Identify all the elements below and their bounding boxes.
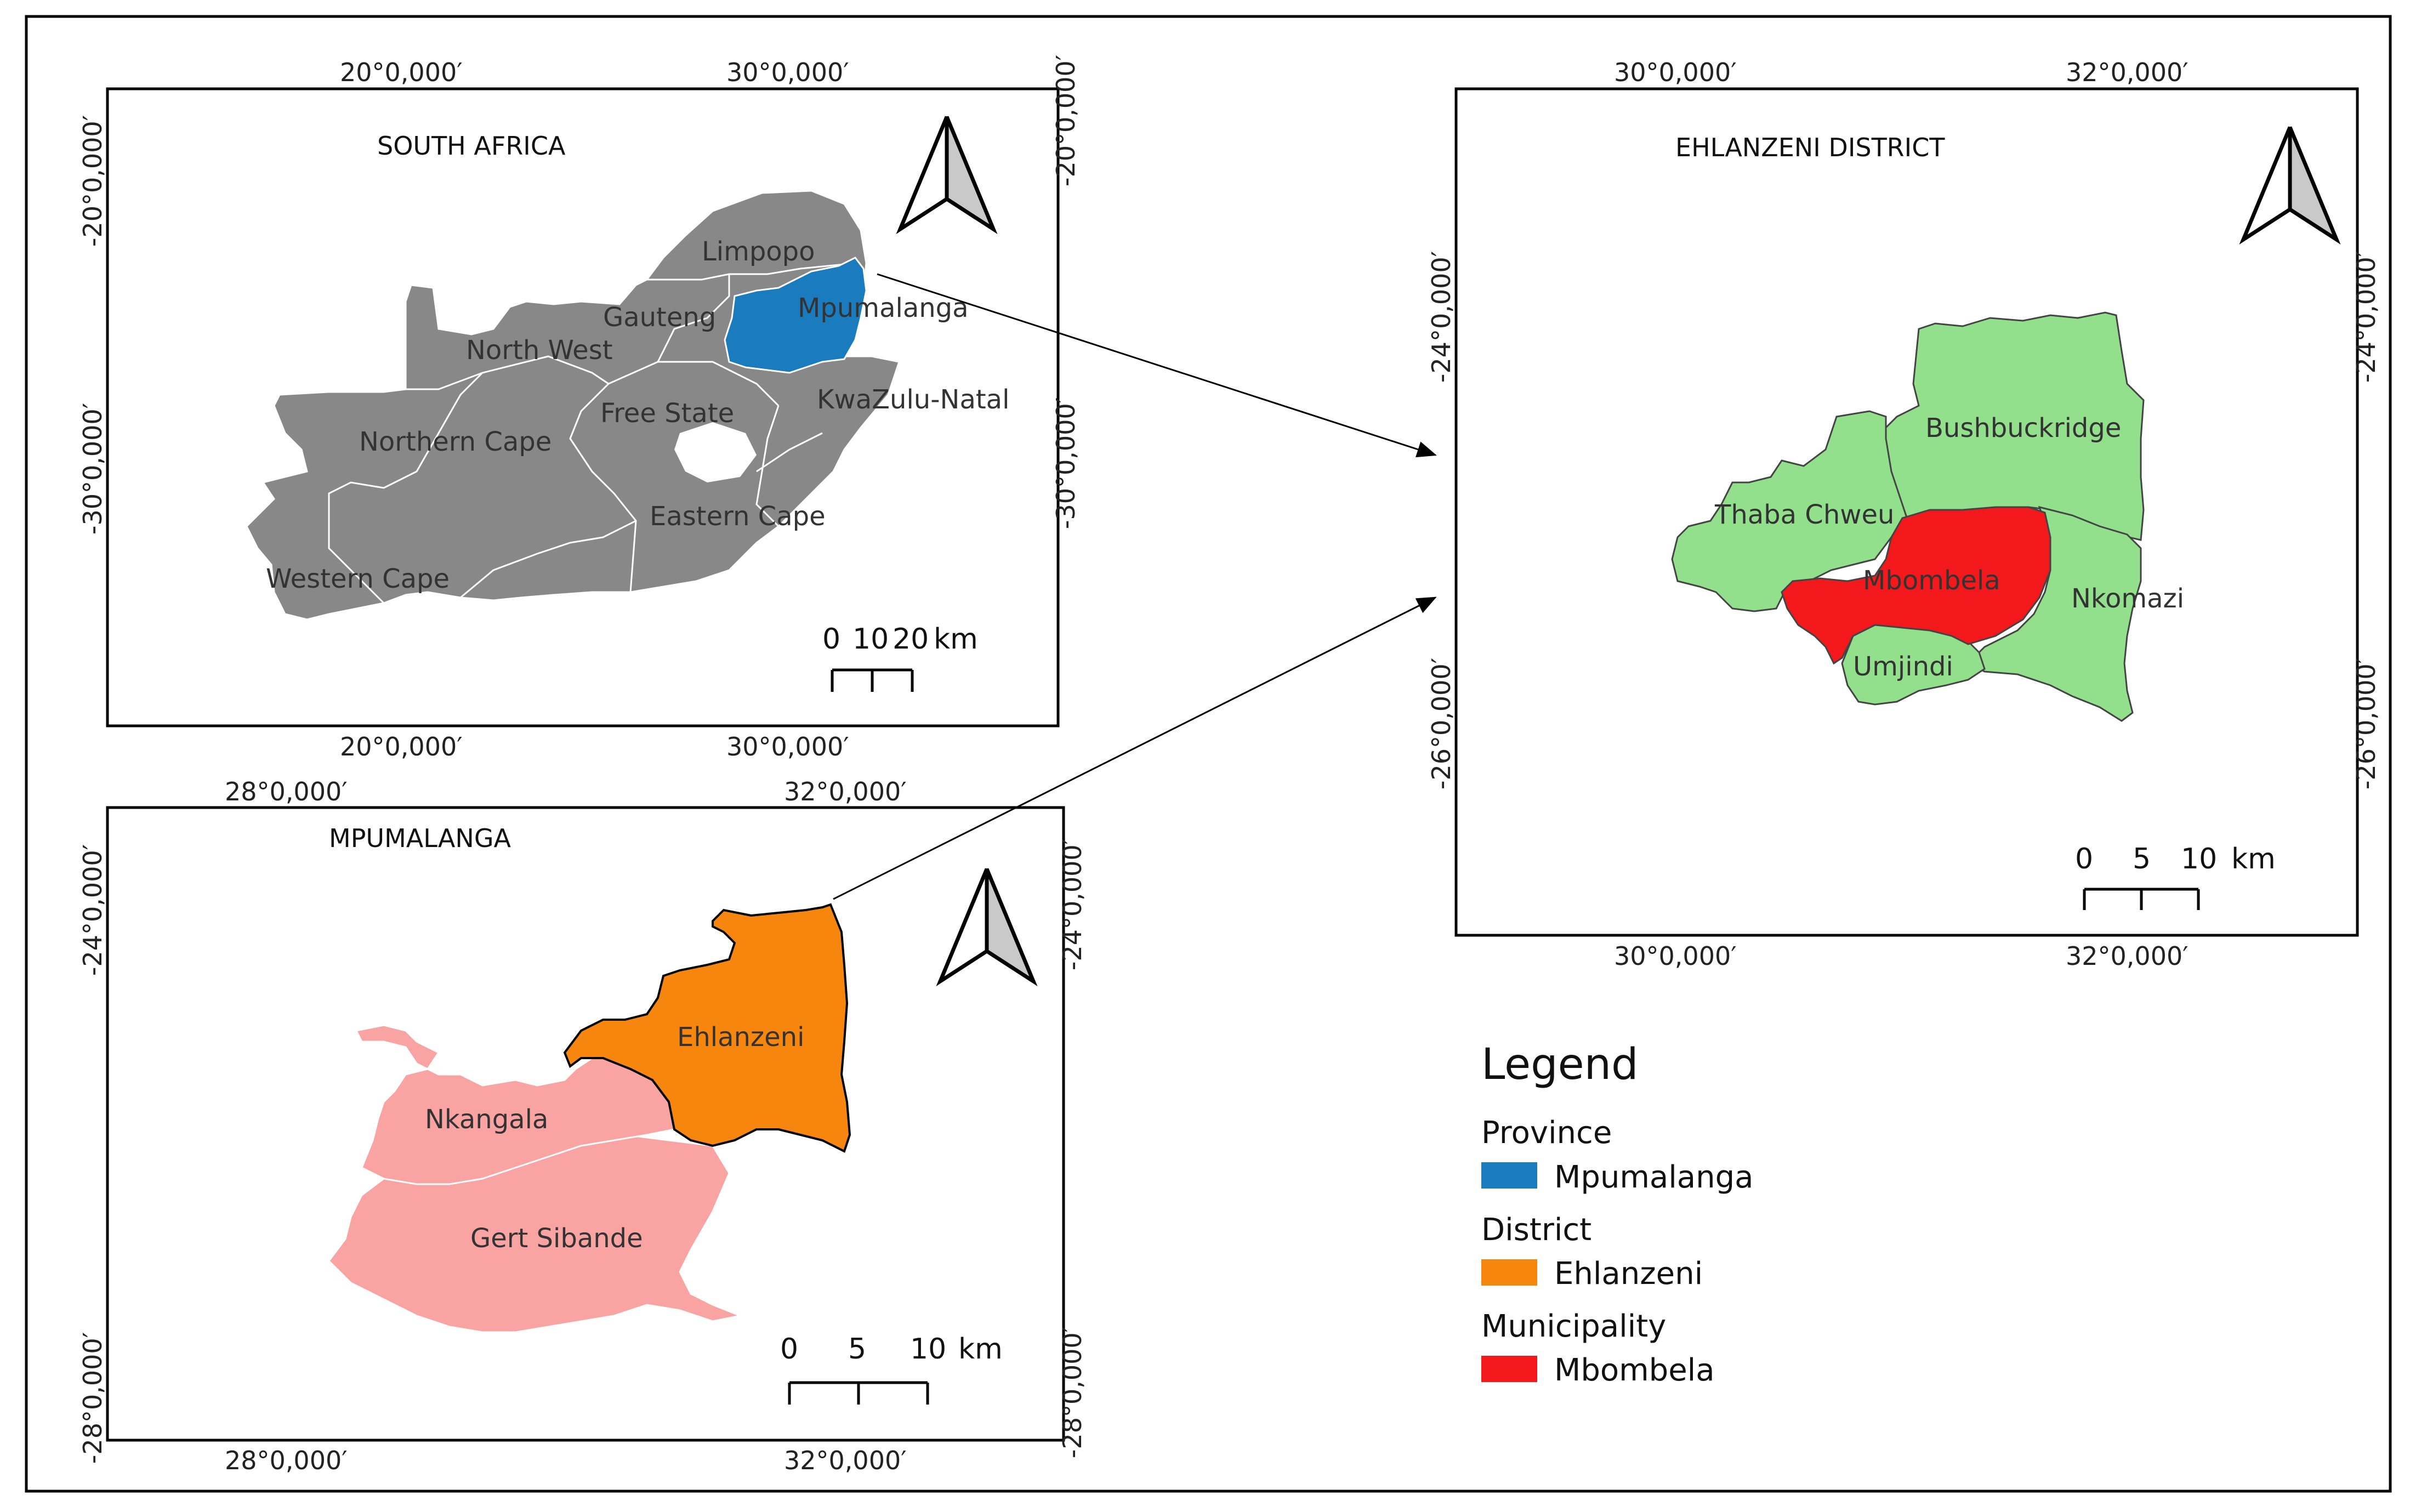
district-label-gert-sibande: Gert Sibande bbox=[470, 1223, 643, 1254]
scale-bar-line bbox=[788, 1381, 929, 1405]
province-label-free-state: Free State bbox=[600, 398, 734, 429]
panel-frame bbox=[106, 87, 1060, 727]
municipality-label-bushbuckridge: Bushbuckridge bbox=[1925, 413, 2121, 444]
legend-swatch-municipality bbox=[1481, 1356, 1537, 1382]
coord-left-2: -28°0,000′ bbox=[78, 1332, 107, 1464]
province-label-western-cape: Western Cape bbox=[266, 564, 450, 594]
coord-bottom-1: 20°0,000′ bbox=[340, 732, 463, 761]
coord-bottom-2: 30°0,000′ bbox=[726, 732, 849, 761]
scale-tick-1: 5 bbox=[2133, 843, 2151, 876]
legend-swatch-province bbox=[1481, 1162, 1537, 1189]
legend: Legend Province Mpumalanga District Ehla… bbox=[1481, 1040, 1753, 1388]
coord-top-1: 28°0,000′ bbox=[225, 777, 348, 806]
legend-group-province: Province bbox=[1481, 1115, 1612, 1151]
panel-title: SOUTH AFRICA bbox=[377, 131, 566, 161]
arrow-sa-to-district bbox=[877, 273, 1437, 458]
coord-right-1: -20°0,000′ bbox=[1051, 55, 1081, 186]
legend-swatch-district bbox=[1481, 1259, 1537, 1286]
scale-bar: 0 5 10 km bbox=[2075, 843, 2276, 910]
connector-arrows bbox=[833, 273, 1437, 900]
province-label-gauteng: Gauteng bbox=[603, 302, 716, 333]
scale-unit: km bbox=[934, 623, 978, 656]
coord-top-2: 32°0,000′ bbox=[2066, 58, 2189, 87]
municipality-label-nkomazi: Nkomazi bbox=[2071, 583, 2184, 614]
district-label-nkangala: Nkangala bbox=[425, 1104, 548, 1135]
coord-top-2: 32°0,000′ bbox=[784, 777, 907, 806]
coord-bottom-2: 32°0,000′ bbox=[784, 1446, 907, 1475]
coord-right-2: -30°0,000′ bbox=[1051, 397, 1081, 529]
mpumalanga-province bbox=[724, 257, 867, 374]
coord-left-1: -20°0,000′ bbox=[78, 115, 107, 247]
municipality-label-mbombela: Mbombela bbox=[1863, 565, 2000, 596]
panel-ehlanzeni: EHLANZENI DISTRICT 30°0,000′ 32°0,000′ 3… bbox=[1426, 58, 2381, 971]
province-borders bbox=[328, 262, 856, 604]
province-label-northern-cape: Northern Cape bbox=[359, 427, 552, 457]
scale-tick-2: 10 bbox=[910, 1333, 946, 1366]
coord-right-2: -28°0,000′ bbox=[1058, 1327, 1087, 1458]
panel-title: EHLANZENI DISTRICT bbox=[1675, 133, 1945, 162]
legend-item-ehlanzeni: Ehlanzeni bbox=[1554, 1256, 1703, 1292]
arrow-mpumalanga-to-district bbox=[833, 596, 1437, 900]
coord-bottom-1: 28°0,000′ bbox=[225, 1446, 348, 1475]
scale-bar-line bbox=[2083, 888, 2200, 910]
lesotho-shape bbox=[674, 422, 757, 482]
scale-tick-0: 0 bbox=[780, 1333, 798, 1366]
coord-right-2: -26°0,000′ bbox=[2351, 658, 2381, 789]
scale-bar: 0 5 10 km bbox=[780, 1333, 1003, 1405]
province-label-limpopo: Limpopo bbox=[702, 236, 815, 267]
coord-top-1: 20°0,000′ bbox=[340, 58, 463, 87]
coord-left-2: -26°0,000′ bbox=[1426, 658, 1456, 789]
legend-item-mpumalanga: Mpumalanga bbox=[1554, 1159, 1753, 1195]
scale-bar-line bbox=[831, 668, 914, 692]
legend-item-mbombela: Mbombela bbox=[1554, 1352, 1715, 1388]
coord-top-2: 30°0,000′ bbox=[726, 58, 849, 87]
coord-right-1: -24°0,000′ bbox=[1058, 839, 1087, 970]
panel-title: MPUMALANGA bbox=[329, 823, 511, 853]
scale-tick-0: 0 bbox=[822, 623, 840, 656]
coord-left-1: -24°0,000′ bbox=[78, 844, 107, 976]
scale-unit: km bbox=[2231, 843, 2276, 876]
coord-left-1: -24°0,000′ bbox=[1426, 251, 1456, 383]
district-nkangala bbox=[355, 1024, 675, 1185]
municipality-mbombela bbox=[1781, 506, 2051, 665]
coord-bottom-2: 32°0,000′ bbox=[2066, 941, 2189, 971]
province-label-kwazulu-natal: KwaZulu-Natal bbox=[817, 384, 1009, 415]
province-label-eastern-cape: Eastern Cape bbox=[650, 501, 826, 532]
coord-top-1: 30°0,000′ bbox=[1614, 58, 1737, 87]
figure-frame bbox=[25, 15, 2392, 1493]
scale-tick-2: 10 bbox=[2181, 843, 2217, 876]
coord-left-2: -30°0,000′ bbox=[78, 403, 107, 535]
province-label-mpumalanga: Mpumalanga bbox=[798, 293, 969, 323]
municipality-thaba-chweu bbox=[1671, 410, 1909, 612]
scale-tick-0: 0 bbox=[2075, 843, 2093, 876]
coord-bottom-1: 30°0,000′ bbox=[1614, 941, 1737, 971]
province-label-north-west: North West bbox=[466, 335, 613, 366]
panel-south-africa: SOUTH AFRICA 20°0,000′ 30°0,000′ 20°0,00… bbox=[78, 55, 1081, 761]
municipality-label-umjindi: Umjindi bbox=[1853, 651, 1953, 682]
panel-mpumalanga: MPUMALANGA 28°0,000′ 32°0,000′ 28°0,000′… bbox=[78, 777, 1087, 1475]
legend-title: Legend bbox=[1481, 1040, 1639, 1089]
municipality-nkomazi bbox=[1966, 505, 2142, 722]
legend-group-district: District bbox=[1481, 1212, 1591, 1248]
scale-tick-2: 20 bbox=[893, 623, 929, 656]
scale-tick-1: 5 bbox=[848, 1333, 866, 1366]
legend-group-municipality: Municipality bbox=[1481, 1309, 1666, 1344]
scale-tick-1: 10 bbox=[852, 623, 889, 656]
scale-bar: 0 10 20 km bbox=[822, 623, 978, 692]
district-label-ehlanzeni: Ehlanzeni bbox=[677, 1022, 804, 1053]
municipality-label-thaba-chweu: Thaba Chweu bbox=[1714, 499, 1894, 530]
district-ehlanzeni bbox=[563, 903, 851, 1153]
coord-right-1: -24°0,000′ bbox=[2351, 251, 2381, 383]
scale-unit: km bbox=[958, 1333, 1003, 1366]
